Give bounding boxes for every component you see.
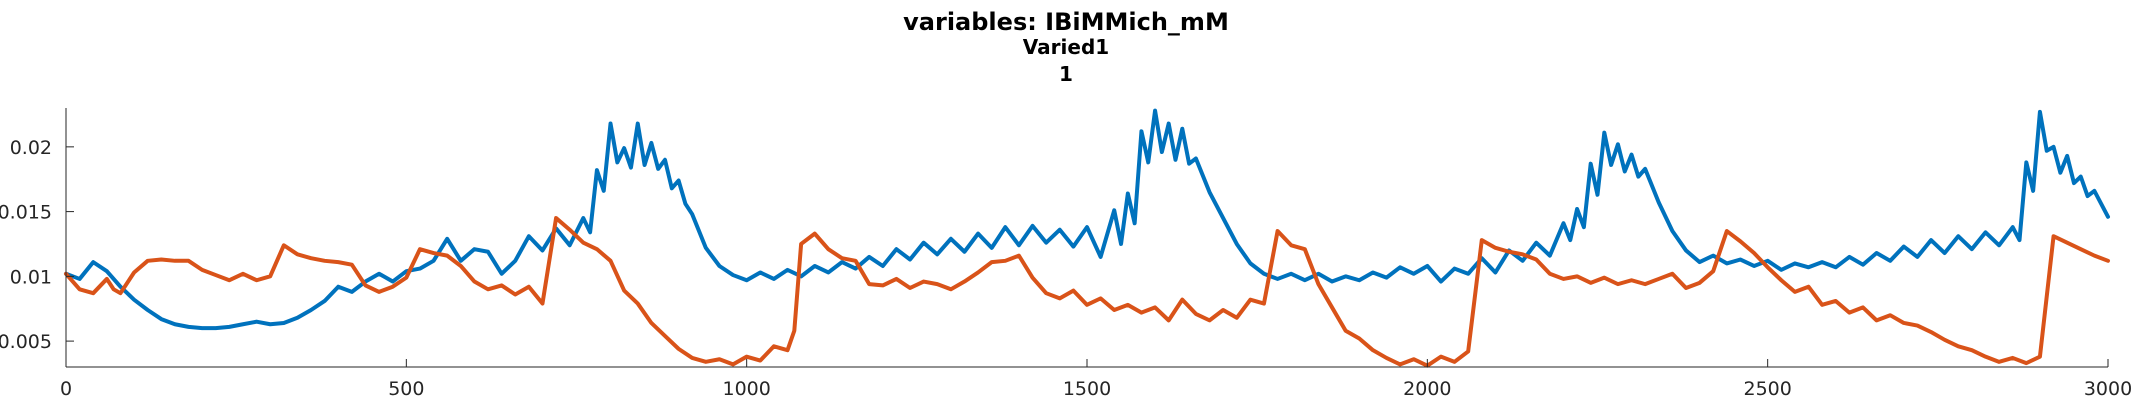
- y-tick-label: 0.02: [10, 137, 52, 159]
- y-axis-ticks: 0.005 0.01 0.015 0.02: [0, 137, 74, 353]
- y-tick-label: 0.005: [0, 331, 52, 353]
- x-tick-label: 0: [60, 378, 72, 400]
- y-tick-label: 0.015: [0, 202, 52, 224]
- chart-subtitle-2: 1: [1059, 62, 1073, 86]
- chart-title: variables: IBiMMich_mM: [903, 8, 1229, 36]
- series-layer: [64, 108, 2110, 368]
- x-tick-label: 2500: [1743, 378, 1791, 400]
- series-line-2: [64, 216, 2110, 368]
- chart-subtitle-1: Varied1: [1023, 35, 1109, 59]
- series-line-1: [64, 108, 2110, 331]
- x-tick-label: 1500: [1063, 378, 1111, 400]
- x-tick-label: 1000: [722, 378, 770, 400]
- x-tick-label: 500: [388, 378, 424, 400]
- x-tick-label: 2000: [1403, 378, 1451, 400]
- y-tick-label: 0.01: [10, 266, 52, 288]
- x-axis-ticks: 0 500 1000 1500 2000 2500 3000: [60, 359, 2132, 400]
- x-tick-label: 3000: [2084, 378, 2132, 400]
- plot-area: 0 500 1000 1500 2000 2500 3000 0.0050.010.0150…: [0, 108, 2132, 400]
